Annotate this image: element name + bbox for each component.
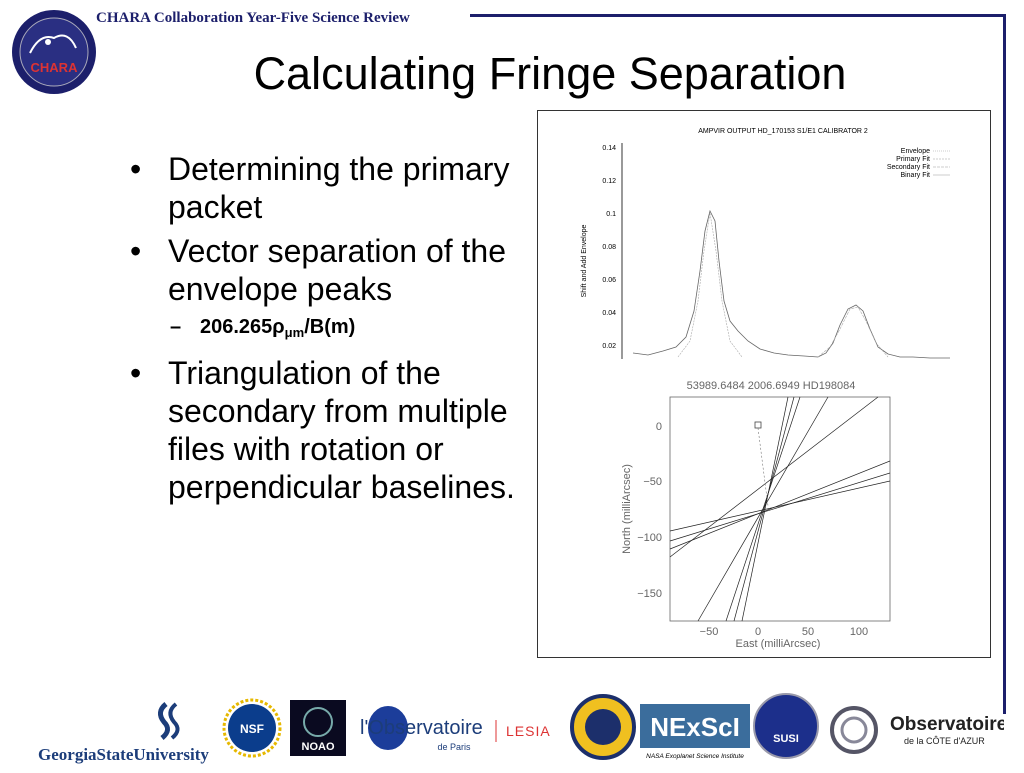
header-rule — [470, 14, 1006, 17]
figure-svg: AMPVIR OUTPUT HD_170153 S1/E1 CALIBRATOR… — [581, 128, 950, 650]
legend-entry: Binary Fit — [900, 172, 930, 179]
noao-text: NOAO — [302, 741, 335, 753]
chart2-xtick: −50 — [700, 626, 719, 638]
susi-text: SUSI — [773, 733, 799, 745]
chart1-ytick: 0.08 — [602, 244, 616, 251]
chart2-xtick: 0 — [755, 626, 761, 638]
envelope-line — [632, 209, 950, 359]
chart1-yticks: 0.14 0.12 0.1 0.08 0.06 0.04 0.02 — [602, 145, 616, 350]
chart1-legend: Envelope Primary Fit Secondary Fit Binar… — [887, 148, 950, 179]
chart2-ylabel: North (milliArcsec) — [621, 464, 633, 554]
chart1-ytick: 0.04 — [602, 310, 616, 317]
oca-subtext: de la CÔTE d'AZUR — [904, 736, 985, 746]
nsf-text: NSF — [240, 722, 264, 736]
header-title: CHARA Collaboration Year-Five Science Re… — [96, 10, 410, 26]
chart2-xticks: −50 0 50 100 — [700, 626, 869, 638]
chart2-yticks: 0 −50 −100 −150 — [637, 421, 662, 600]
chart2-ytick: −150 — [637, 588, 662, 600]
chart1-ylabel: Shift and Add Envelope — [581, 225, 588, 298]
chart1-ytick: 0.06 — [602, 277, 616, 284]
chart1-ytick: 0.14 — [602, 145, 616, 152]
chart1-title: AMPVIR OUTPUT HD_170153 S1/E1 CALIBRATOR… — [698, 128, 868, 135]
legend-entry: Primary Fit — [896, 156, 930, 163]
nexsci-text: NExScI — [650, 712, 740, 742]
sub-bullet-formula: – 206.265ρμm/B(m) — [170, 316, 356, 340]
primary-fit-line — [677, 212, 743, 358]
bullet-item: • Vector separation of the envelope peaks — [130, 233, 506, 307]
gsu-logo: GeorgiaStateUniversity — [36, 698, 216, 768]
chart2-ytick: −50 — [643, 476, 662, 488]
chart1-ytick: 0.1 — [606, 211, 616, 218]
observatoire-cote-azur-logo: Observatoire de la CÔTE d'AZUR — [888, 708, 1007, 758]
obs-paris-sub: de Paris — [437, 742, 471, 752]
chart2-xlabel: East (milliArcsec) — [736, 638, 821, 650]
lesia-logo: LESIA — [494, 712, 564, 748]
secondary-marker — [754, 421, 762, 429]
bullet-list: • Determining the primary packet • Vector … — [130, 150, 530, 512]
secondary-fit-line — [817, 306, 889, 358]
chart2-xtick: 100 — [850, 626, 868, 638]
chart2-ytick: −100 — [637, 532, 662, 544]
nsf-logo: NSF — [222, 698, 282, 758]
obs-paris-text: l'Observatoire — [360, 717, 483, 739]
fringe-figure: AMPVIR OUTPUT HD_170153 S1/E1 CALIBRATOR… — [537, 110, 991, 658]
legend-entry: Secondary Fit — [887, 164, 930, 171]
baseline-lines — [669, 396, 891, 622]
chara-logo-text: CHARA — [31, 60, 79, 75]
oca-text: Observatoire — [890, 714, 1004, 735]
right-rule — [1003, 14, 1006, 714]
chart2-frame — [669, 396, 891, 622]
observatoire-paris-logo: l'Observatoire de Paris — [358, 702, 488, 758]
nexsci-subtext: NASA Exoplanet Science Institute — [646, 753, 744, 760]
swirl-logo — [828, 704, 880, 756]
noao-logo: NOAO — [290, 700, 346, 756]
chart2-xtick: 50 — [802, 626, 814, 638]
nexsci-logo: NExScI NASA Exoplanet Science Institute — [640, 704, 750, 760]
bullet-item: • Determining the primary packet — [130, 151, 510, 225]
chart2-ytick: 0 — [656, 421, 662, 433]
chart2-title: 53989.6484 2006.6949 HD198084 — [687, 380, 856, 392]
university-michigan-seal — [570, 694, 636, 760]
chart1-ytick: 0.02 — [602, 343, 616, 350]
footer-logo-bar: GeorgiaStateUniversity NSF NOAO l'Observ… — [0, 690, 1024, 768]
susi-logo: SUSI — [752, 692, 820, 760]
chara-seal-logo: CHARA — [12, 10, 96, 94]
marker-link — [757, 427, 769, 507]
lesia-text: LESIA — [506, 723, 551, 739]
gsu-text: GeorgiaStateUniversity — [38, 745, 209, 764]
bullet-item: • Triangulation of the secondary from mul… — [130, 355, 515, 505]
slide-title: Calculating Fringe Separation — [253, 48, 847, 99]
legend-entry: Envelope — [901, 148, 930, 155]
chart1-ytick: 0.12 — [602, 178, 616, 185]
